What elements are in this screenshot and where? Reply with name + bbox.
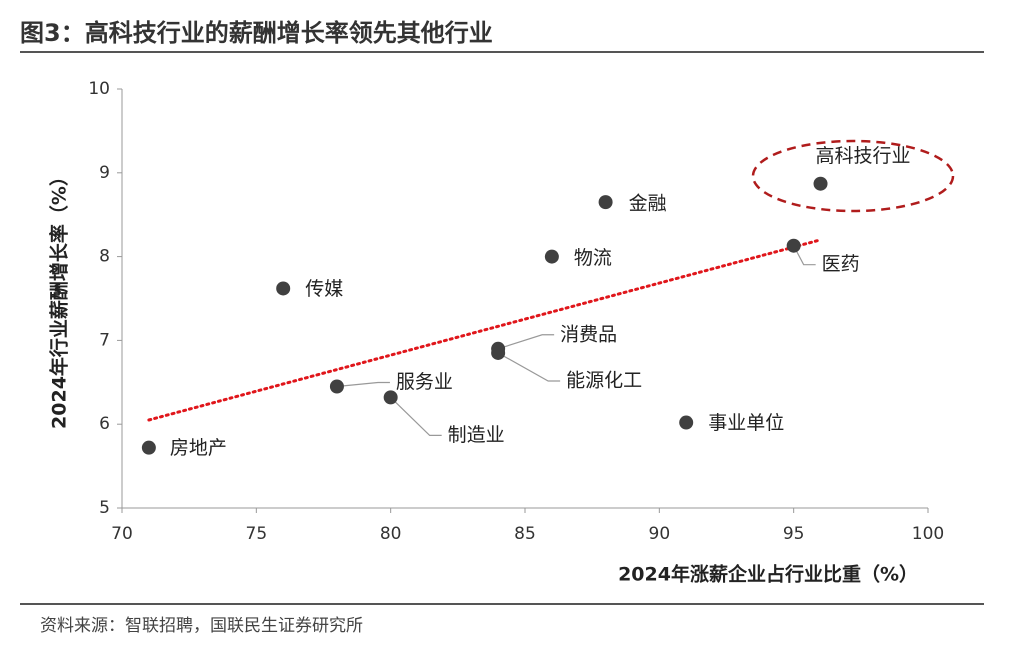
source: 资料来源：智联招聘，国联民生证券研究所 — [40, 616, 363, 636]
point — [491, 345, 506, 360]
point-label: 事业单位 — [708, 412, 784, 434]
x-axis-title: 2024年涨薪企业占行业比重（%） — [618, 563, 918, 586]
leader-line — [793, 245, 816, 266]
point-label: 房地产 — [170, 437, 227, 459]
x-tick-label: 95 — [783, 524, 805, 544]
x-tick-label: 80 — [380, 524, 402, 544]
point-label: 消费品 — [560, 323, 617, 345]
leader-line — [336, 381, 390, 388]
x-tick-label: 70 — [111, 524, 133, 544]
x-tick-label: 100 — [912, 524, 944, 544]
point — [276, 281, 291, 296]
point-label: 能源化工 — [566, 369, 642, 391]
x-tick-label: 85 — [514, 524, 536, 544]
point-label: 金融 — [629, 193, 667, 215]
y-tick-label: 10 — [88, 79, 110, 99]
point — [329, 379, 344, 394]
point-label: 物流 — [574, 247, 612, 269]
point — [786, 238, 801, 253]
y-tick-label: 8 — [99, 247, 110, 267]
point-label: 服务业 — [396, 371, 453, 393]
point — [544, 249, 559, 264]
leader-line — [497, 334, 555, 350]
leader-line — [390, 396, 442, 436]
point — [383, 390, 398, 405]
x-tick-label: 75 — [246, 524, 268, 544]
highlight-ellipse — [751, 139, 955, 213]
y-tick-label: 6 — [99, 414, 110, 434]
y-axis-title: 2024年行业薪酬增长率（%） — [48, 167, 71, 429]
point — [141, 440, 156, 455]
y-tick-label: 9 — [99, 163, 110, 183]
point-label: 制造业 — [448, 424, 505, 446]
x-tick-label: 90 — [649, 524, 671, 544]
point — [598, 195, 613, 210]
leader-line — [497, 352, 561, 382]
point — [813, 176, 828, 191]
trend-line — [147, 238, 823, 422]
y-tick-label: 5 — [99, 498, 110, 518]
point-label: 医药 — [822, 253, 860, 275]
point-label: 高科技行业 — [816, 145, 911, 167]
y-tick-label: 7 — [99, 330, 110, 350]
point-label: 传媒 — [305, 278, 343, 300]
chart-title: 图3：高科技行业的薪酬增长率领先其他行业 — [20, 19, 493, 47]
point — [679, 415, 694, 430]
